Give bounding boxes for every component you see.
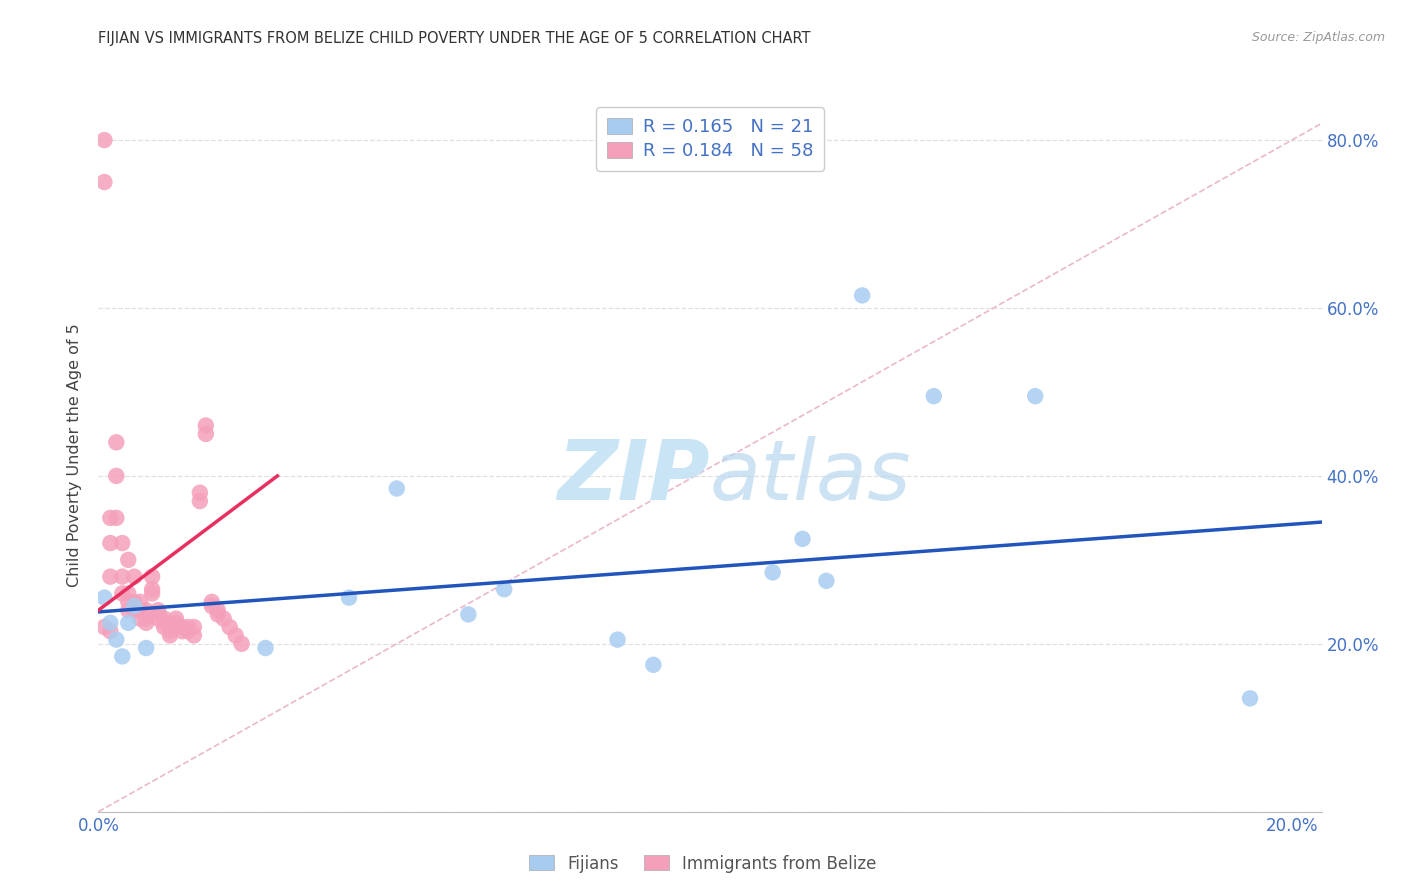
Point	[117, 595, 139, 609]
Legend: R = 0.165   N = 21, R = 0.184   N = 58: R = 0.165 N = 21, R = 0.184 N = 58	[596, 107, 824, 170]
Point	[117, 553, 139, 567]
Point	[762, 566, 785, 580]
Point	[111, 649, 134, 664]
Point	[153, 612, 176, 626]
Point	[231, 637, 253, 651]
Point	[111, 569, 134, 583]
Point	[385, 482, 408, 496]
Text: atlas: atlas	[710, 436, 911, 516]
Point	[194, 426, 217, 441]
Point	[218, 620, 240, 634]
Point	[129, 612, 152, 626]
Point	[122, 595, 145, 609]
Point	[153, 620, 176, 634]
Point	[159, 628, 181, 642]
Point	[177, 624, 200, 639]
Text: FIJIAN VS IMMIGRANTS FROM BELIZE CHILD POVERTY UNDER THE AGE OF 5 CORRELATION CH: FIJIAN VS IMMIGRANTS FROM BELIZE CHILD P…	[98, 31, 811, 46]
Point	[105, 469, 128, 483]
Point	[146, 607, 169, 622]
Point	[1024, 389, 1046, 403]
Point	[117, 586, 139, 600]
Point	[815, 574, 838, 588]
Point	[135, 612, 157, 626]
Point	[135, 615, 157, 630]
Point	[98, 624, 121, 639]
Point	[170, 620, 193, 634]
Point	[851, 288, 873, 302]
Point	[93, 133, 115, 147]
Point	[122, 603, 145, 617]
Point	[165, 615, 187, 630]
Point	[98, 511, 121, 525]
Point	[225, 628, 247, 642]
Point	[98, 569, 121, 583]
Point	[141, 586, 163, 600]
Point	[141, 569, 163, 583]
Point	[93, 175, 115, 189]
Point	[183, 628, 205, 642]
Point	[606, 632, 628, 647]
Point	[159, 620, 181, 634]
Point	[177, 620, 200, 634]
Point	[129, 595, 152, 609]
Point	[201, 595, 224, 609]
Point	[1239, 691, 1261, 706]
Point	[105, 435, 128, 450]
Point	[111, 536, 134, 550]
Point	[146, 603, 169, 617]
Point	[792, 532, 814, 546]
Point	[98, 615, 121, 630]
Point	[146, 612, 169, 626]
Point	[135, 603, 157, 617]
Point	[494, 582, 516, 597]
Point	[117, 603, 139, 617]
Point	[207, 603, 229, 617]
Point	[159, 624, 181, 639]
Point	[337, 591, 360, 605]
Point	[188, 494, 211, 508]
Point	[165, 612, 187, 626]
Point	[922, 389, 945, 403]
Point	[201, 599, 224, 613]
Point	[111, 586, 134, 600]
Point	[207, 607, 229, 622]
Point	[117, 615, 139, 630]
Point	[129, 603, 152, 617]
Point	[188, 485, 211, 500]
Point	[93, 620, 115, 634]
Point	[153, 615, 176, 630]
Legend: Fijians, Immigrants from Belize: Fijians, Immigrants from Belize	[523, 848, 883, 880]
Text: ZIP: ZIP	[557, 436, 710, 516]
Point	[122, 599, 145, 613]
Point	[141, 582, 163, 597]
Point	[183, 620, 205, 634]
Point	[135, 640, 157, 655]
Point	[170, 624, 193, 639]
Point	[93, 591, 115, 605]
Point	[98, 536, 121, 550]
Point	[212, 612, 235, 626]
Text: Source: ZipAtlas.com: Source: ZipAtlas.com	[1251, 31, 1385, 45]
Point	[254, 640, 277, 655]
Point	[194, 418, 217, 433]
Point	[105, 632, 128, 647]
Point	[122, 569, 145, 583]
Point	[643, 657, 665, 672]
Y-axis label: Child Poverty Under the Age of 5: Child Poverty Under the Age of 5	[67, 323, 83, 587]
Point	[105, 511, 128, 525]
Point	[457, 607, 479, 622]
